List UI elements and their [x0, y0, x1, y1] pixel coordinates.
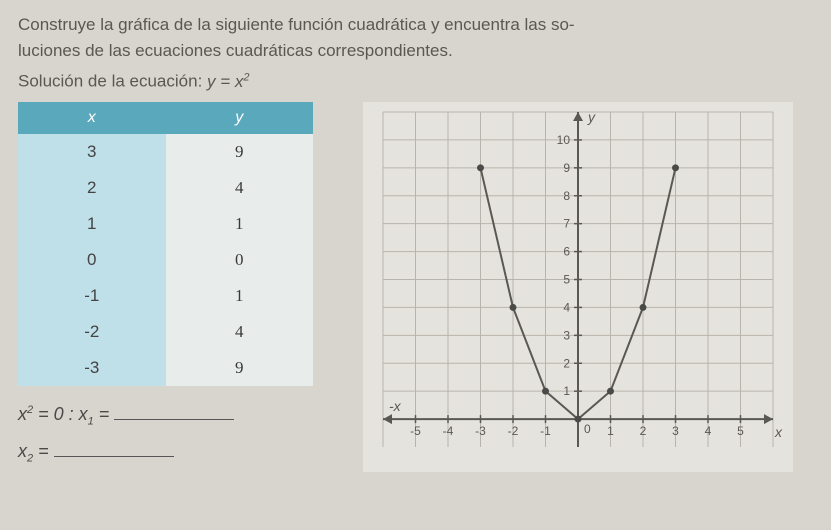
blank-x1[interactable]	[114, 406, 234, 420]
svg-text:-x: -x	[389, 398, 402, 414]
equation-line: Solución de la ecuación: y = x2	[18, 71, 813, 92]
table-cell-x: 0	[18, 242, 166, 278]
fillin-row-1: x2 = 0 : x1 =	[18, 404, 338, 428]
svg-text:y: y	[587, 109, 596, 125]
svg-text:8: 8	[563, 188, 570, 202]
table-cell-y: 4	[166, 314, 314, 350]
x2-eq: =	[33, 441, 54, 461]
x-squared-base: x	[18, 404, 27, 424]
table-cell-y: 9	[166, 134, 314, 170]
svg-text:-5: -5	[410, 424, 421, 438]
svg-text:-4: -4	[443, 424, 454, 438]
svg-text:-2: -2	[508, 424, 519, 438]
x1-var: x	[79, 404, 88, 424]
svg-text:10: 10	[557, 133, 571, 147]
x2-var: x	[18, 441, 27, 461]
table-row: 00	[18, 242, 313, 278]
svg-text:4: 4	[563, 300, 570, 314]
svg-text:4: 4	[705, 424, 712, 438]
table-cell-x: -1	[18, 278, 166, 314]
eq-zero-colon: = 0 :	[33, 404, 79, 424]
equation-exp: 2	[243, 71, 249, 83]
table-cell-x: -3	[18, 350, 166, 386]
table-cell-y: 0	[166, 242, 314, 278]
svg-text:2: 2	[640, 424, 647, 438]
values-table: x y 39241100-11-24-39	[18, 102, 313, 386]
svg-text:6: 6	[563, 244, 570, 258]
table-row: -11	[18, 278, 313, 314]
svg-text:-3: -3	[475, 424, 486, 438]
table-cell-x: 2	[18, 170, 166, 206]
equation-base: y = x	[207, 72, 243, 91]
equation-label: Solución de la ecuación:	[18, 72, 202, 91]
svg-text:5: 5	[737, 424, 744, 438]
parabola-chart: -5 -4 -3 -2 -1 1 2 3 4 5 1 2 3 4 5 6 7 8 9 10 y x -x 0	[363, 102, 793, 472]
svg-text:1: 1	[607, 424, 614, 438]
instructions: Construye la gráfica de la siguiente fun…	[18, 12, 813, 63]
table-cell-y: 1	[166, 206, 314, 242]
instruction-line-2: luciones de las ecuaciones cuadráticas c…	[18, 41, 453, 60]
table-cell-x: -2	[18, 314, 166, 350]
svg-text:7: 7	[563, 216, 570, 230]
fill-in-answers: x2 = 0 : x1 = x2 =	[18, 404, 338, 465]
svg-text:1: 1	[563, 384, 570, 398]
x1-eq: =	[94, 404, 115, 424]
svg-text:0: 0	[584, 422, 591, 436]
svg-text:3: 3	[672, 424, 679, 438]
table-cell-y: 9	[166, 350, 314, 386]
table-cell-y: 4	[166, 170, 314, 206]
table-row: 24	[18, 170, 313, 206]
svg-text:2: 2	[563, 356, 570, 370]
table-row: -39	[18, 350, 313, 386]
table-header-x: x	[18, 102, 166, 134]
svg-text:5: 5	[563, 272, 570, 286]
svg-text:9: 9	[563, 160, 570, 174]
svg-text:-1: -1	[540, 424, 551, 438]
table-cell-x: 3	[18, 134, 166, 170]
fillin-row-2: x2 =	[18, 441, 338, 465]
svg-text:3: 3	[563, 328, 570, 342]
svg-text:x: x	[774, 424, 783, 440]
blank-x2[interactable]	[54, 443, 174, 457]
table-cell-y: 1	[166, 278, 314, 314]
instruction-line-1: Construye la gráfica de la siguiente fun…	[18, 15, 575, 34]
table-header-y: y	[166, 102, 314, 134]
table-row: -24	[18, 314, 313, 350]
table-cell-x: 1	[18, 206, 166, 242]
table-row: 39	[18, 134, 313, 170]
table-row: 11	[18, 206, 313, 242]
